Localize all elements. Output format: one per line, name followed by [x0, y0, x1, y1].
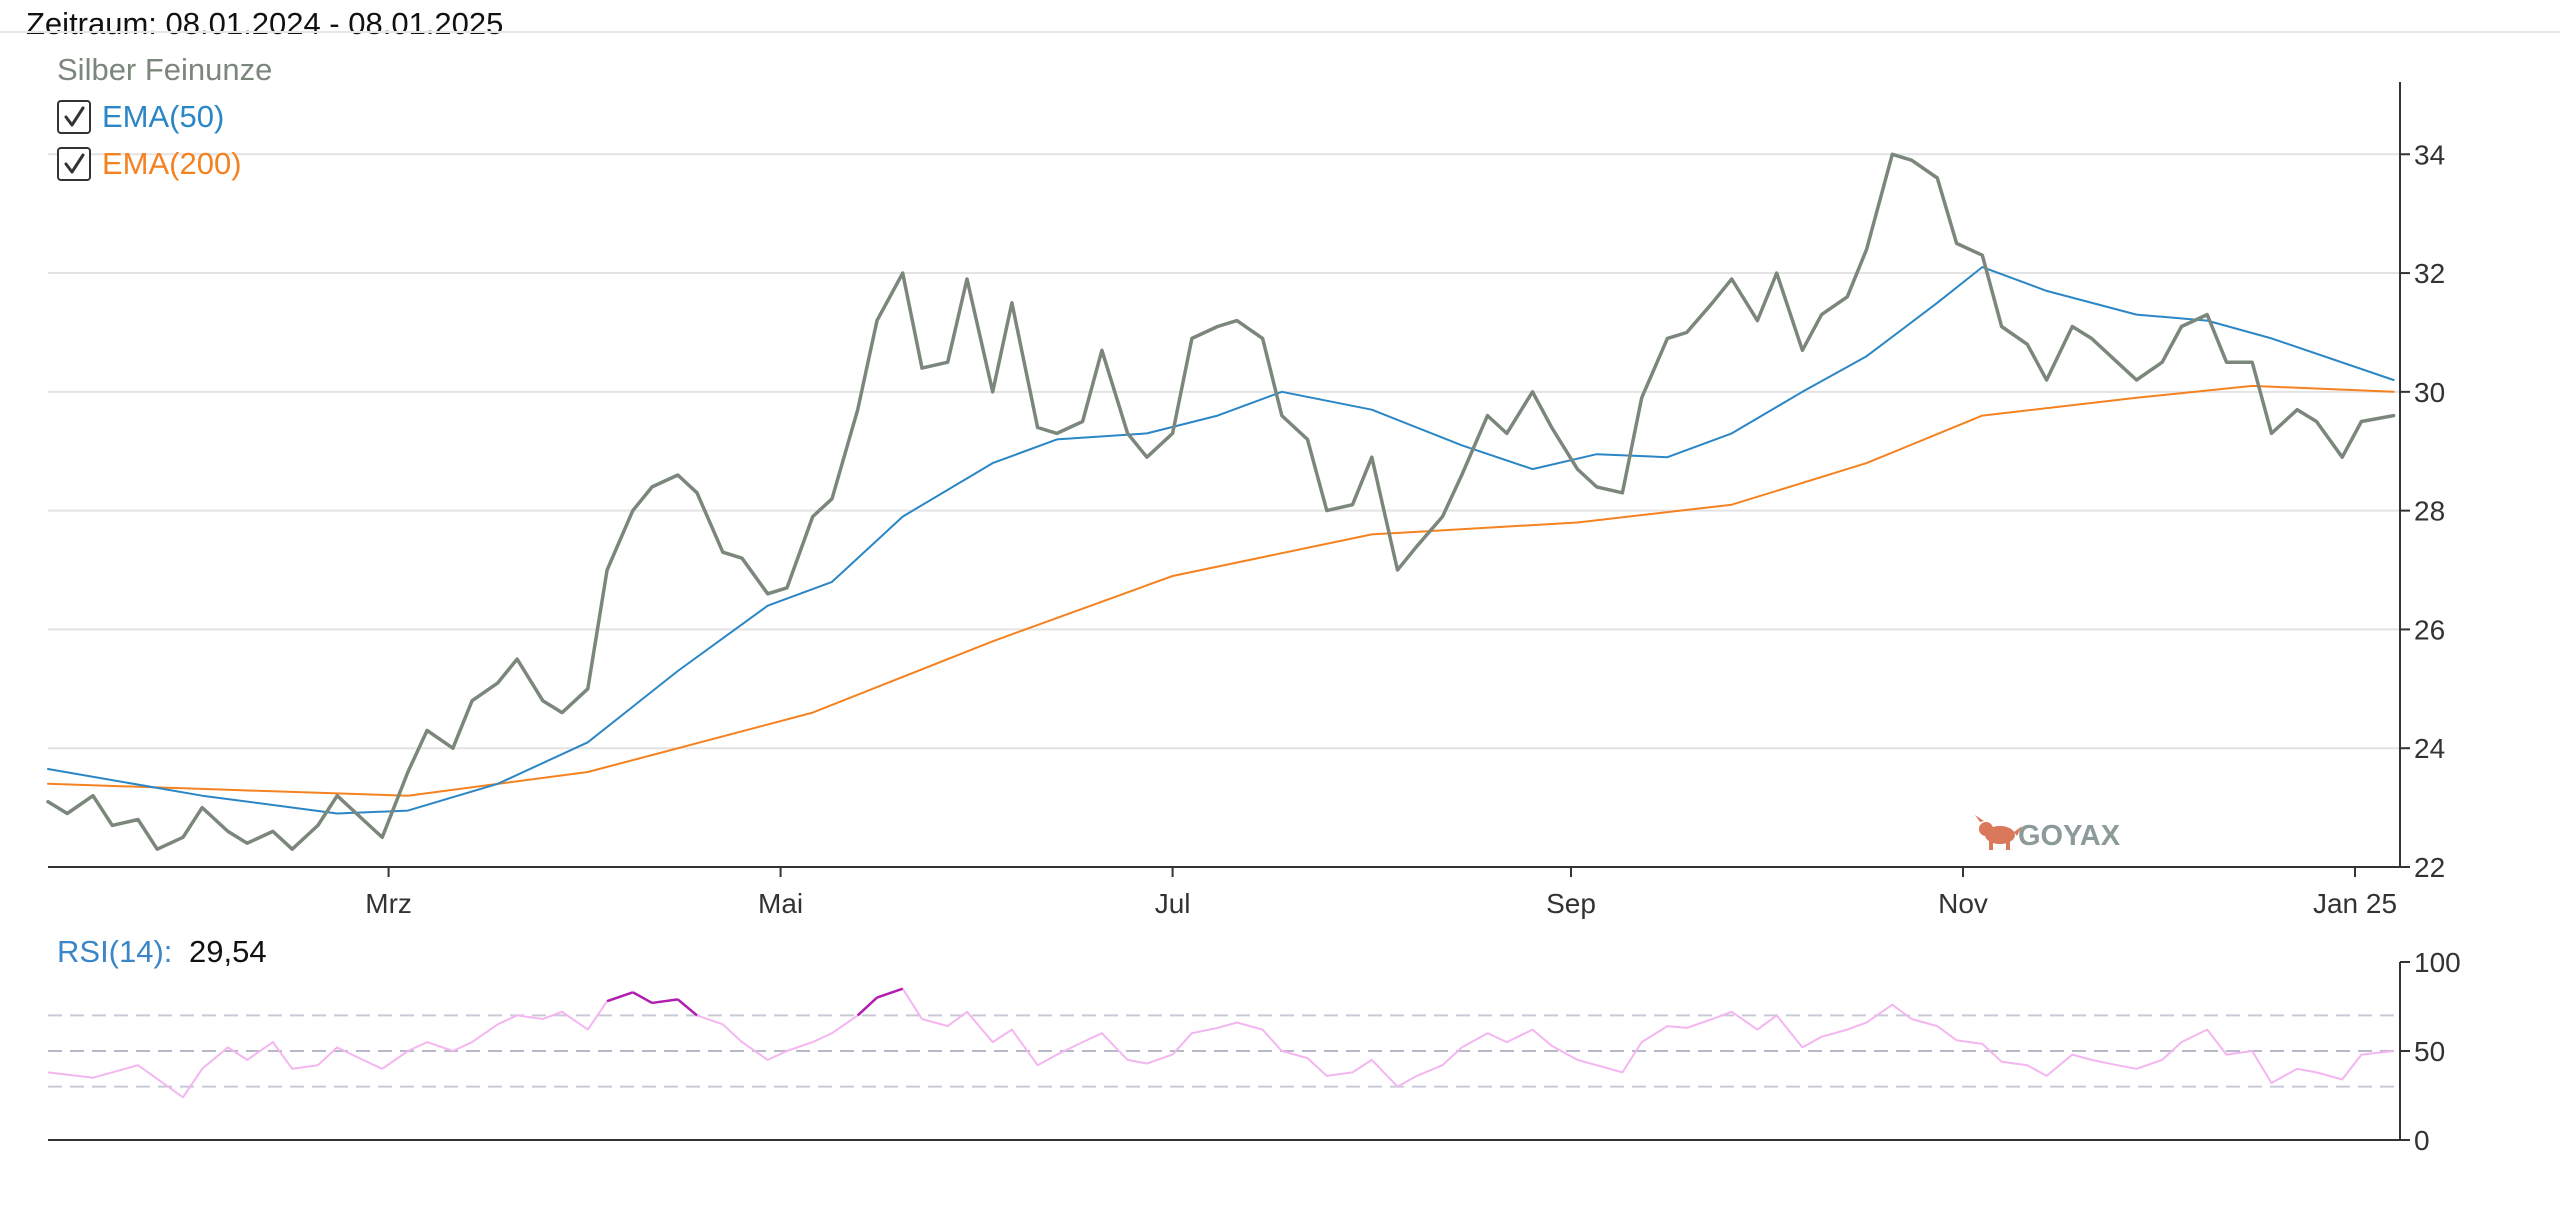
- y-tick-label: 34: [2414, 139, 2445, 170]
- rsi-header: RSI(14): 29,54: [57, 934, 267, 969]
- x-tick-label: Mai: [758, 888, 803, 919]
- y-tick-label: 30: [2414, 377, 2445, 408]
- watermark-text: GOYAX: [2018, 820, 2121, 852]
- rsi-series-line: [47, 987, 2394, 1099]
- x-tick-label: Jul: [1155, 888, 1191, 919]
- goyax-watermark: GOYAX: [1975, 815, 2121, 852]
- period-label: Zeitraum: 08.01.2024 - 08.01.2025: [26, 6, 503, 41]
- legend-item-ema50[interactable]: EMA(50): [57, 99, 224, 134]
- rsi-extreme-segment: [606, 991, 634, 1003]
- rsi-y-tick-label: 50: [2414, 1036, 2445, 1067]
- chart-legend: Silber Feinunze EMA(50) EMA(200): [57, 52, 272, 181]
- ema200-line: [47, 384, 2395, 797]
- rsi-axes: 0 50 100: [48, 947, 2461, 1156]
- y-tick-label: 22: [2414, 852, 2445, 883]
- rsi-extreme-segment: [676, 998, 698, 1017]
- x-tick-label: Mrz: [365, 888, 412, 919]
- legend-item-ema200[interactable]: EMA(200): [57, 146, 242, 181]
- ema50-line: [47, 266, 2395, 815]
- price-chart-lines: [46, 152, 2396, 851]
- rsi-extreme-segment: [651, 998, 678, 1005]
- y-tick-label: 28: [2414, 496, 2445, 527]
- rsi-value: 29,54: [189, 934, 267, 969]
- rsi-line: [47, 987, 2394, 1099]
- rsi-y-tick-label: 100: [2414, 947, 2461, 978]
- rsi-extreme-segment: [632, 991, 653, 1005]
- x-tick-label: Nov: [1938, 888, 1988, 919]
- ema200-checkbox[interactable]: [57, 147, 91, 181]
- x-tick-label: Jan 25: [2313, 888, 2397, 919]
- rsi-extreme-segment: [856, 996, 878, 1017]
- rsi-label: RSI(14):: [57, 934, 172, 969]
- rsi-y-tick-label: 0: [2414, 1125, 2430, 1156]
- legend-label-ema50: EMA(50): [102, 99, 224, 134]
- checkmark-icon: [64, 153, 85, 174]
- checkmark-icon: [64, 106, 85, 127]
- x-tick-label: Sep: [1546, 888, 1596, 919]
- y-tick-label: 26: [2414, 614, 2445, 645]
- price-line: [46, 152, 2396, 851]
- legend-label-ema200: EMA(200): [102, 146, 242, 181]
- y-tick-label: 32: [2414, 258, 2445, 289]
- ema50-checkbox[interactable]: [57, 100, 91, 134]
- legend-series-name: Silber Feinunze: [57, 52, 272, 87]
- y-tick-label: 24: [2414, 733, 2445, 764]
- rsi-reference-lines: [48, 1014, 2400, 1088]
- bull-logo-icon: [1975, 815, 2022, 850]
- price-chart-axes: 22 24 26 28 30 32 34 Mrz Mai Jul Sep Nov Jan 25: [48, 82, 2445, 919]
- price-chart-grid: [48, 153, 2400, 750]
- rsi-extreme-segment: [876, 987, 904, 999]
